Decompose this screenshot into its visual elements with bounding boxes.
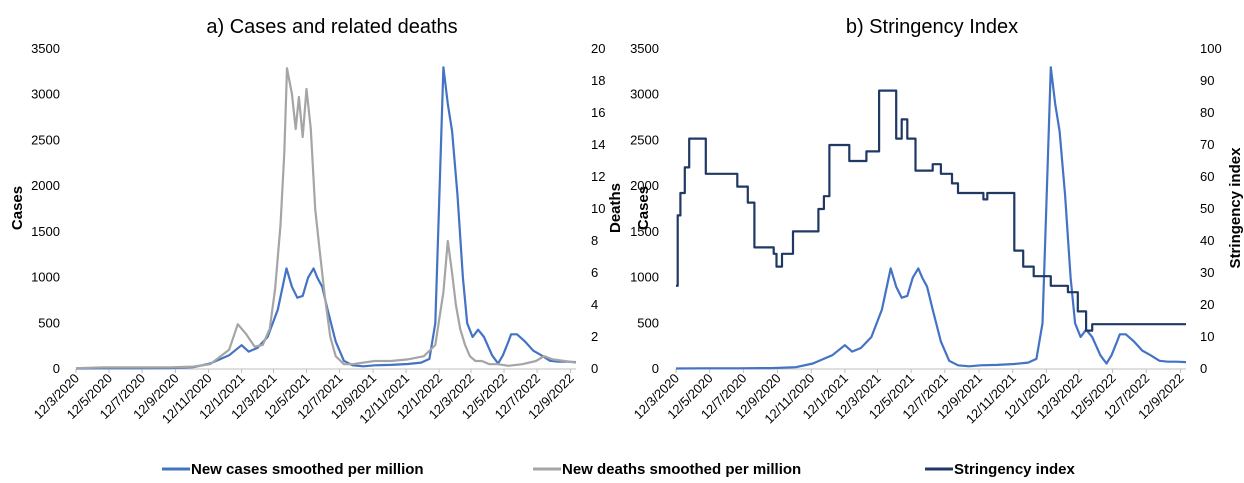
- right-tick-label: 14: [591, 137, 605, 152]
- left-tick-label: 500: [38, 315, 60, 330]
- right-tick-label: 30: [1200, 265, 1214, 280]
- series-line-new-cases-smoothed-per-million: [75, 66, 577, 370]
- right-tick-label: 80: [1200, 105, 1214, 120]
- right-tick-label: 50: [1200, 201, 1214, 216]
- left-tick-label: 2000: [31, 178, 60, 193]
- left-tick-label: 3000: [630, 87, 659, 102]
- left-tick-label: 3500: [31, 41, 60, 56]
- right-tick-label: 4: [591, 297, 598, 312]
- right-tick-label: 0: [591, 361, 598, 376]
- panel-a-right-axis-label: Deaths: [607, 183, 624, 233]
- panel-a-left-ticks: 0 500 1000 1500 2000 2500 3000 3500: [31, 41, 60, 376]
- legend-item-stringency: Stringency index: [925, 461, 1076, 478]
- left-tick-label: 2500: [31, 132, 60, 147]
- left-tick-label: 2500: [630, 132, 659, 147]
- legend-item-deaths: New deaths smoothed per million: [533, 461, 801, 478]
- right-tick-label: 70: [1200, 137, 1214, 152]
- panel-b-title: b) Stringency Index: [846, 16, 1018, 38]
- series-line-stringency-index: [676, 89, 1186, 332]
- left-tick-label: 1000: [31, 270, 60, 285]
- panel-a-left-axis-label: Cases: [9, 186, 26, 230]
- legend-item-cases: New cases smoothed per million: [162, 461, 424, 478]
- right-tick-label: 16: [591, 105, 605, 120]
- panel-b-left-axis-label: Cases: [635, 186, 652, 230]
- panel-b-right-ticks: 0 10 20 30 40 50 60 70 80 90 100: [1200, 41, 1222, 376]
- right-tick-label: 2: [591, 329, 598, 344]
- panel-b-series: [675, 66, 1187, 370]
- panel-b-stringency: b) Stringency Index Cases Stringency ind…: [630, 16, 1244, 426]
- right-tick-label: 8: [591, 233, 598, 248]
- series-line-new-cases-smoothed-per-million: [675, 66, 1187, 370]
- panel-a-series: [75, 66, 577, 370]
- left-tick-label: 500: [637, 315, 659, 330]
- left-tick-label: 1000: [630, 270, 659, 285]
- left-tick-label: 3500: [630, 41, 659, 56]
- right-tick-label: 10: [591, 201, 605, 216]
- left-tick-label: 2000: [630, 178, 659, 193]
- right-tick-label: 6: [591, 265, 598, 280]
- left-tick-label: 3000: [31, 87, 60, 102]
- legend: New cases smoothed per million New death…: [162, 461, 1076, 478]
- right-tick-label: 90: [1200, 73, 1214, 88]
- panel-a-x-ticks: 12/3/202012/5/202012/7/202012/9/202012/1…: [31, 369, 577, 426]
- right-tick-label: 100: [1200, 41, 1222, 56]
- panel-b-right-axis-label: Stringency index: [1227, 147, 1244, 269]
- right-tick-label: 10: [1200, 329, 1214, 344]
- legend-label-deaths: New deaths smoothed per million: [562, 461, 801, 478]
- panel-b-left-ticks: 0 500 1000 1500 2000 2500 3000 3500: [630, 41, 659, 376]
- left-tick-label: 1500: [31, 224, 60, 239]
- series-line-new-deaths-smoothed-per-million: [75, 67, 577, 370]
- panel-b-x-ticks: 12/3/202012/5/202012/7/202012/9/202012/1…: [631, 369, 1187, 426]
- right-tick-label: 0: [1200, 361, 1207, 376]
- right-tick-label: 20: [1200, 297, 1214, 312]
- legend-label-stringency: Stringency index: [954, 461, 1076, 478]
- panel-a-right-ticks: 0 2 4 6 8 10 12 14 16 18 20: [591, 41, 605, 376]
- right-tick-label: 40: [1200, 233, 1214, 248]
- right-tick-label: 60: [1200, 169, 1214, 184]
- panel-a-cases-deaths: a) Cases and related deaths Cases Deaths…: [9, 16, 624, 426]
- panel-a-title: a) Cases and related deaths: [206, 16, 457, 38]
- right-tick-label: 12: [591, 169, 605, 184]
- legend-label-cases: New cases smoothed per million: [191, 461, 424, 478]
- left-tick-label: 0: [53, 361, 60, 376]
- left-tick-label: 0: [652, 361, 659, 376]
- right-tick-label: 18: [591, 73, 605, 88]
- left-tick-label: 1500: [630, 224, 659, 239]
- right-tick-label: 20: [591, 41, 605, 56]
